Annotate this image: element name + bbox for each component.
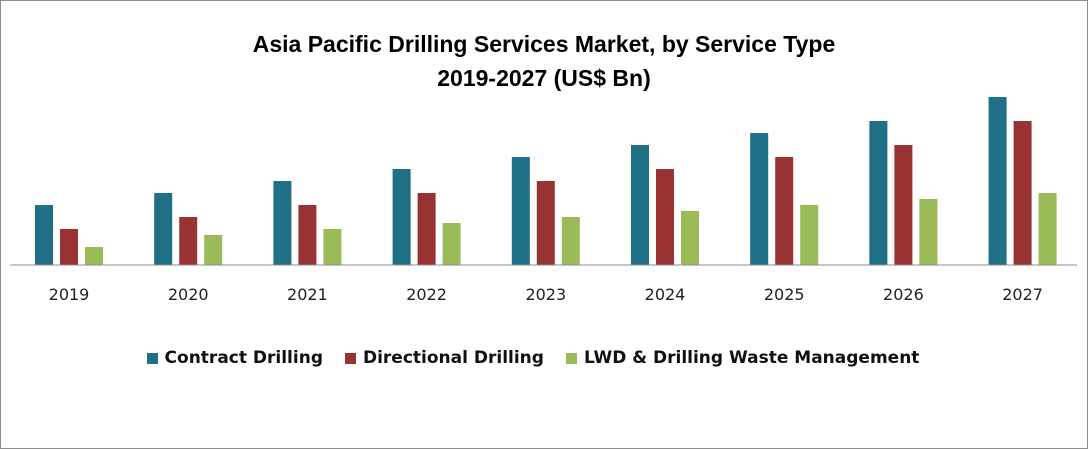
bar-contract-drilling-2026: [869, 121, 888, 265]
legend-label: LWD & Drilling Waste Management: [583, 348, 920, 368]
bar-directional-drilling-2024: [656, 169, 674, 265]
x-tick-label: 2024: [645, 285, 686, 304]
bar-directional-drilling-2023: [536, 181, 555, 265]
bar-lwd-drilling-waste-management-2024: [681, 211, 699, 265]
bar-directional-drilling-2021: [298, 205, 317, 265]
x-tick-label: 2025: [764, 285, 805, 304]
legend-swatch: [565, 352, 577, 364]
bars-group: [35, 97, 1057, 265]
legend-item-lwd-waste-management: LWD & Drilling Waste Management: [565, 348, 920, 368]
legend-item-directional-drilling: Directional Drilling: [344, 348, 544, 368]
x-tick-label: 2021: [287, 285, 328, 304]
x-tick-label: 2022: [406, 285, 447, 304]
bar-directional-drilling-2025: [775, 157, 794, 265]
bar-contract-drilling-2024: [631, 145, 649, 265]
bar-contract-drilling-2023: [511, 157, 530, 265]
chart-title: Asia Pacific Drilling Services Market, b…: [252, 31, 836, 57]
legend-label: Contract Drilling: [164, 348, 323, 368]
bar-contract-drilling-2027: [988, 97, 1007, 265]
x-tick-label: 2020: [168, 285, 209, 304]
x-tick-label: 2019: [49, 285, 90, 304]
bar-lwd-drilling-waste-management-2025: [800, 205, 819, 265]
bar-lwd-drilling-waste-management-2019: [85, 247, 103, 265]
bar-directional-drilling-2019: [60, 229, 78, 265]
bar-lwd-drilling-waste-management-2027: [1038, 193, 1057, 265]
bar-directional-drilling-2026: [894, 145, 913, 265]
bar-directional-drilling-2022: [417, 193, 436, 265]
x-tick-label: 2026: [883, 285, 924, 304]
bar-lwd-drilling-waste-management-2026: [919, 199, 938, 265]
chart-title-block: Asia Pacific Drilling Services Market, b…: [1, 27, 1087, 95]
x-axis-ticks: 2019 2020 2021 2022 2023 2024 2025 2026 2027: [49, 285, 1043, 304]
bar-contract-drilling-2020: [154, 193, 173, 265]
legend-item-contract-drilling: Contract Drilling: [146, 348, 323, 368]
x-tick-label: 2027: [1002, 285, 1043, 304]
x-tick-label: 2023: [525, 285, 566, 304]
bar-lwd-drilling-waste-management-2022: [442, 223, 461, 265]
bar-contract-drilling-2021: [273, 181, 292, 265]
bar-contract-drilling-2022: [392, 169, 411, 265]
bar-contract-drilling-2025: [750, 133, 769, 265]
bar-lwd-drilling-waste-management-2020: [204, 235, 223, 265]
legend-swatch: [344, 352, 356, 364]
legend: Contract Drilling Directional Drilling L…: [1, 345, 1087, 371]
chart-subtitle: 2019-2027 (US$ Bn): [437, 65, 651, 91]
bar-contract-drilling-2019: [35, 205, 53, 265]
bar-directional-drilling-2020: [179, 217, 198, 265]
bar-lwd-drilling-waste-management-2021: [323, 229, 342, 265]
legend-label: Directional Drilling: [362, 348, 544, 368]
bar-lwd-drilling-waste-management-2023: [561, 217, 580, 265]
legend-swatch: [146, 352, 158, 364]
bar-directional-drilling-2027: [1013, 121, 1032, 265]
